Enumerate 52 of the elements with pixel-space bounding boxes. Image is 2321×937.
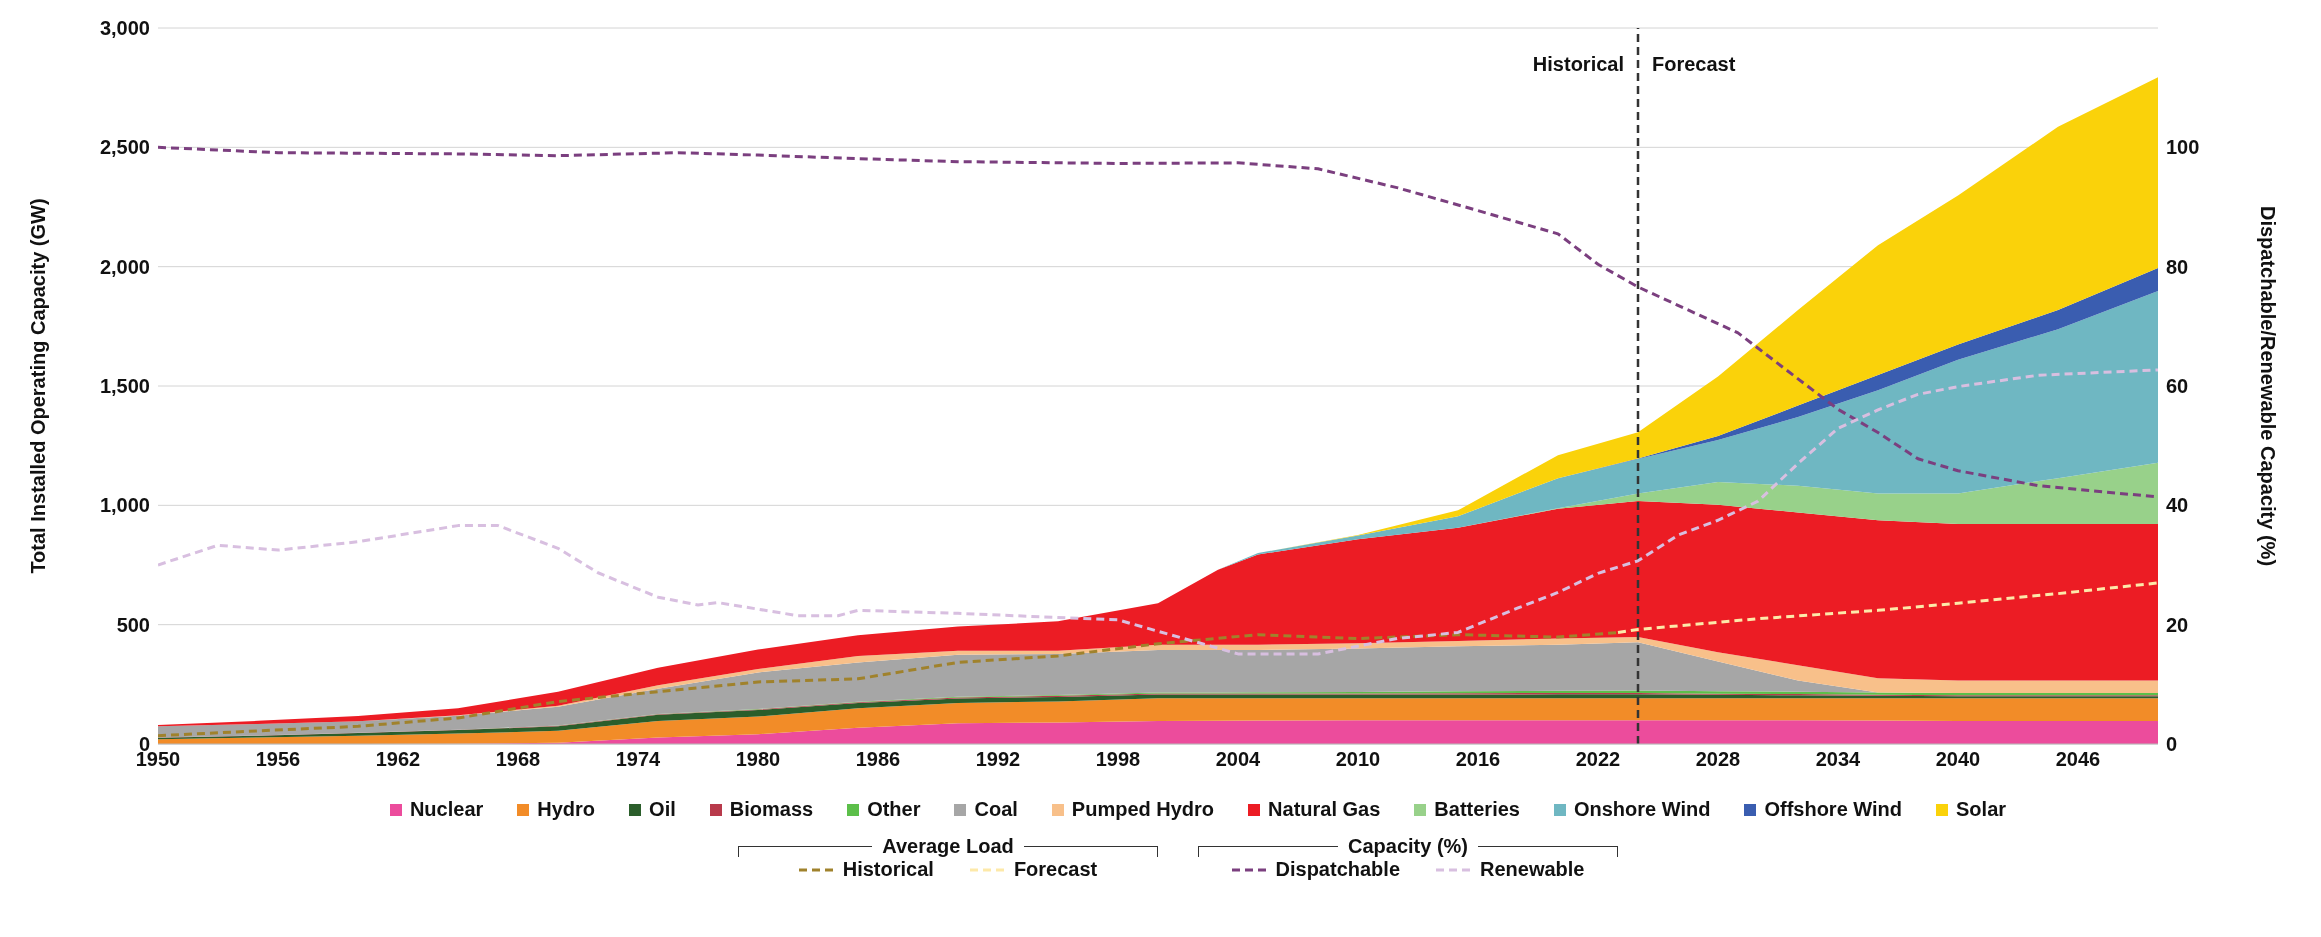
text: Capacity (%) [1347, 835, 1469, 858]
legend-label: Pumped Hydro [1071, 798, 1215, 821]
legend-label: Forecast [1013, 858, 1098, 881]
y2-tick-label: 80 [2166, 255, 2189, 278]
x-tick-label: 2004 [1215, 748, 1262, 771]
y2-tick-label: 20 [2166, 613, 2189, 636]
y-tick-label: 500 [116, 613, 150, 636]
legend-label: Dispatchable [1275, 858, 1400, 881]
x-tick-label: 2034 [1815, 748, 1862, 771]
legend-label: Other [867, 798, 921, 821]
line-series [1616, 581, 2158, 635]
legend-label: Natural Gas [1268, 798, 1381, 821]
legend-label: Hydro [537, 798, 596, 821]
x-tick-label: 1980 [735, 748, 781, 771]
x-tick-label: 1974 [615, 748, 662, 771]
legend-label: Solar [1956, 798, 2007, 821]
y2-tick-label: 100 [2166, 136, 2200, 159]
x-tick-label: 2010 [1335, 748, 1381, 771]
x-tick-label: 2040 [1935, 748, 1981, 771]
x-tick-label: 2046 [2055, 748, 2101, 771]
legend-label: Coal [974, 798, 1018, 821]
legend-label: Onshore Wind [1573, 798, 1711, 821]
y-tick-label: 1,000 [99, 494, 150, 517]
annotation: Forecast [1652, 52, 1736, 75]
legend-label: Biomass [729, 798, 814, 821]
y2-tick-label: 40 [2166, 494, 2189, 517]
x-tick-label: 2028 [1695, 748, 1741, 771]
x-tick-label: 2022 [1575, 748, 1621, 771]
x-tick-label: 1992 [975, 748, 1021, 771]
annotation: Historical [1532, 52, 1624, 75]
y-tick-label: 1,500 [99, 375, 150, 398]
x-tick-label: 1968 [495, 748, 541, 771]
y-tick-label: 2,000 [99, 255, 150, 278]
y2-axis-title: Dispatchable/Renewable Capacity (%) [2256, 205, 2279, 567]
y-axis-title: Total Installed Operating Capacity (GW) [27, 198, 50, 574]
line-series [158, 368, 2158, 656]
x-tick-label: 1986 [855, 748, 901, 771]
text: Average Load [881, 835, 1015, 858]
legend-label: Historical [842, 858, 934, 881]
x-tick-label: 1998 [1095, 748, 1141, 771]
legend-label: Oil [649, 798, 676, 821]
legend-label: Renewable [1480, 858, 1585, 881]
legend-label: Batteries [1434, 798, 1520, 821]
y-tick-label: 3,000 [99, 17, 150, 40]
legend-label: Nuclear [409, 798, 484, 821]
legend-label: Offshore Wind [1764, 798, 1903, 821]
x-tick-label: 1962 [375, 748, 421, 771]
x-tick-label: 1956 [255, 748, 301, 771]
y2-tick-label: 0 [2166, 733, 2178, 756]
y-tick-label: 2,500 [99, 136, 150, 159]
y2-tick-label: 60 [2166, 375, 2189, 398]
x-tick-label: 2016 [1455, 748, 1501, 771]
